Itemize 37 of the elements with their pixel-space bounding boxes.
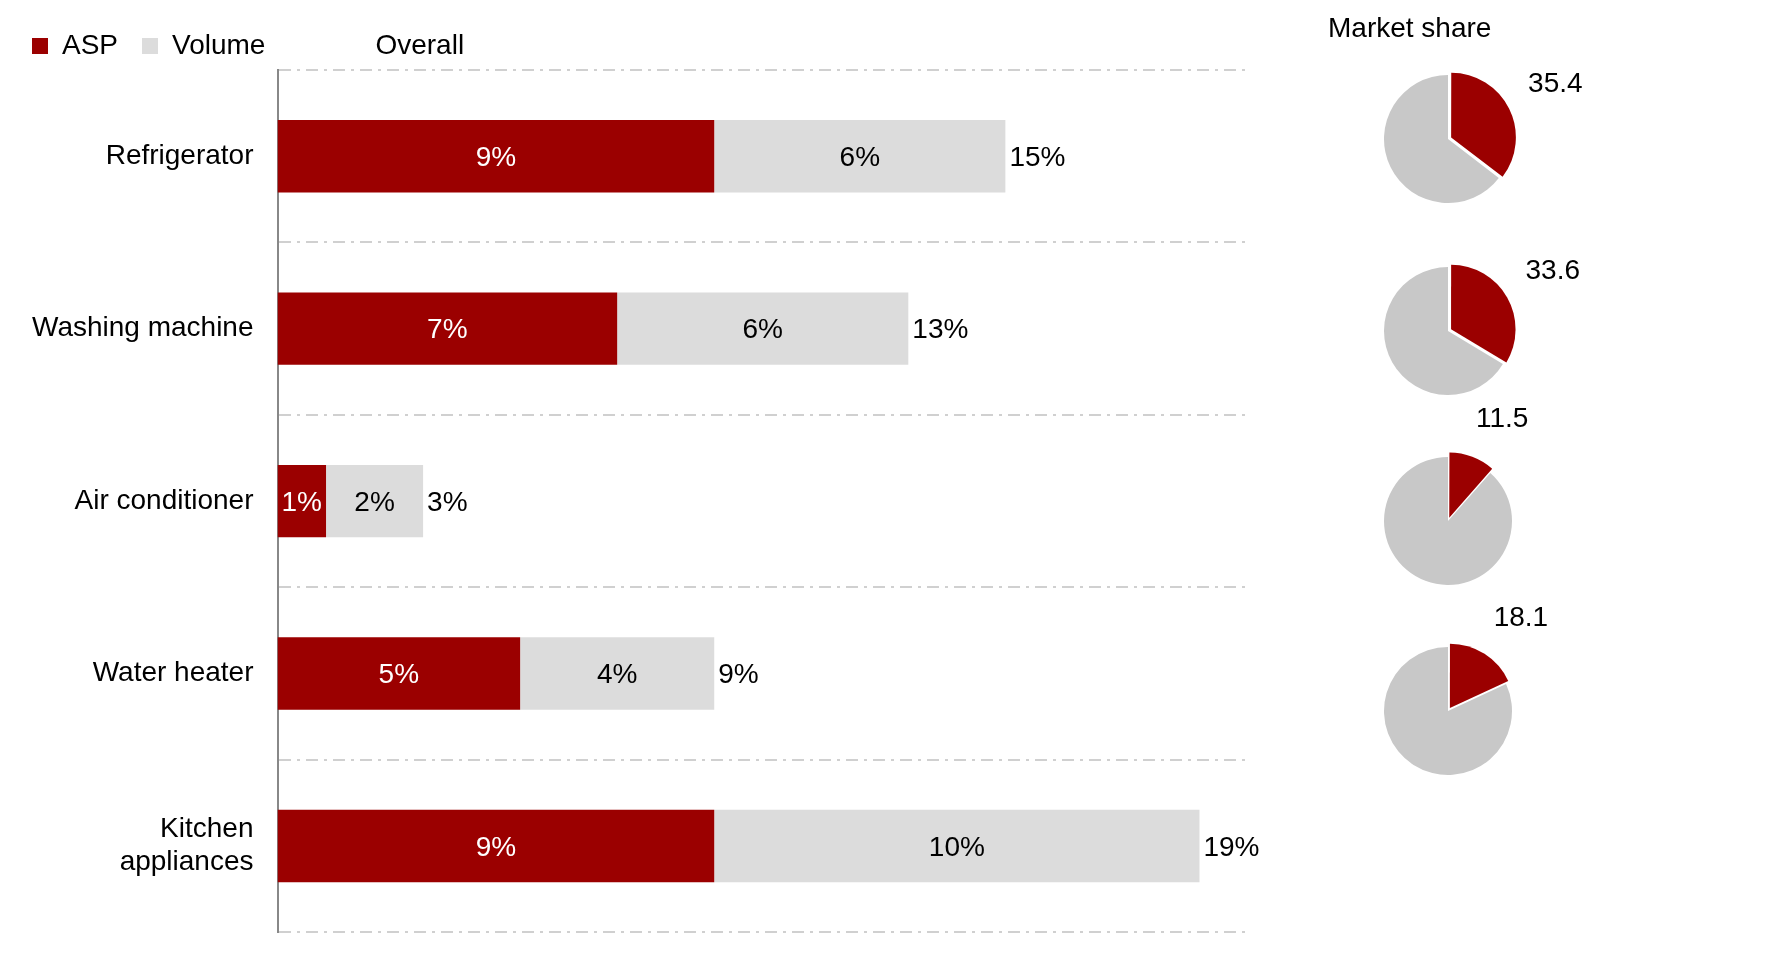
total-label: 9%: [718, 658, 759, 690]
data-label: 5%: [378, 658, 420, 690]
y-tick-label: Washing machine: [32, 311, 254, 343]
bar: [326, 464, 424, 538]
data-label: 7%: [427, 313, 468, 345]
data-label: 35.4: [1528, 67, 1583, 99]
data-label: 1%: [281, 485, 323, 517]
legend-label: Volume: [172, 28, 266, 60]
total-label: 19%: [1203, 830, 1260, 862]
bar: [277, 120, 715, 193]
bar: [277, 809, 715, 883]
bar: [277, 637, 521, 710]
total-label: 3%: [427, 485, 468, 517]
y-tick-label: Refrigerator: [105, 138, 254, 170]
data-label: 2%: [354, 485, 395, 517]
total-label: 15%: [1009, 140, 1066, 172]
data-label: 6%: [839, 140, 881, 172]
data-label: 6%: [742, 313, 783, 345]
bar: [714, 120, 1006, 193]
legend-label: ASP: [62, 28, 119, 60]
y-tick-label: Air conditioner: [74, 483, 254, 515]
bar: [520, 637, 715, 710]
data-label: 33.6: [1525, 254, 1581, 286]
data-label: 10%: [928, 830, 985, 862]
text: Overall: [375, 28, 465, 60]
y-tick-label: Water heater: [92, 656, 254, 688]
chart-title: Market share: [1328, 12, 1492, 44]
data-label: 11.5: [1475, 401, 1529, 433]
data-label: 9%: [475, 140, 517, 172]
data-label: 9%: [475, 830, 517, 862]
data-label: 4%: [596, 658, 638, 690]
total-label: 13%: [912, 313, 969, 345]
bar: [617, 292, 909, 365]
bar: [277, 292, 618, 365]
y-tick-label: Kitchen appliances: [119, 811, 254, 877]
data-label: 18.1: [1493, 600, 1549, 632]
bar: [714, 809, 1200, 883]
